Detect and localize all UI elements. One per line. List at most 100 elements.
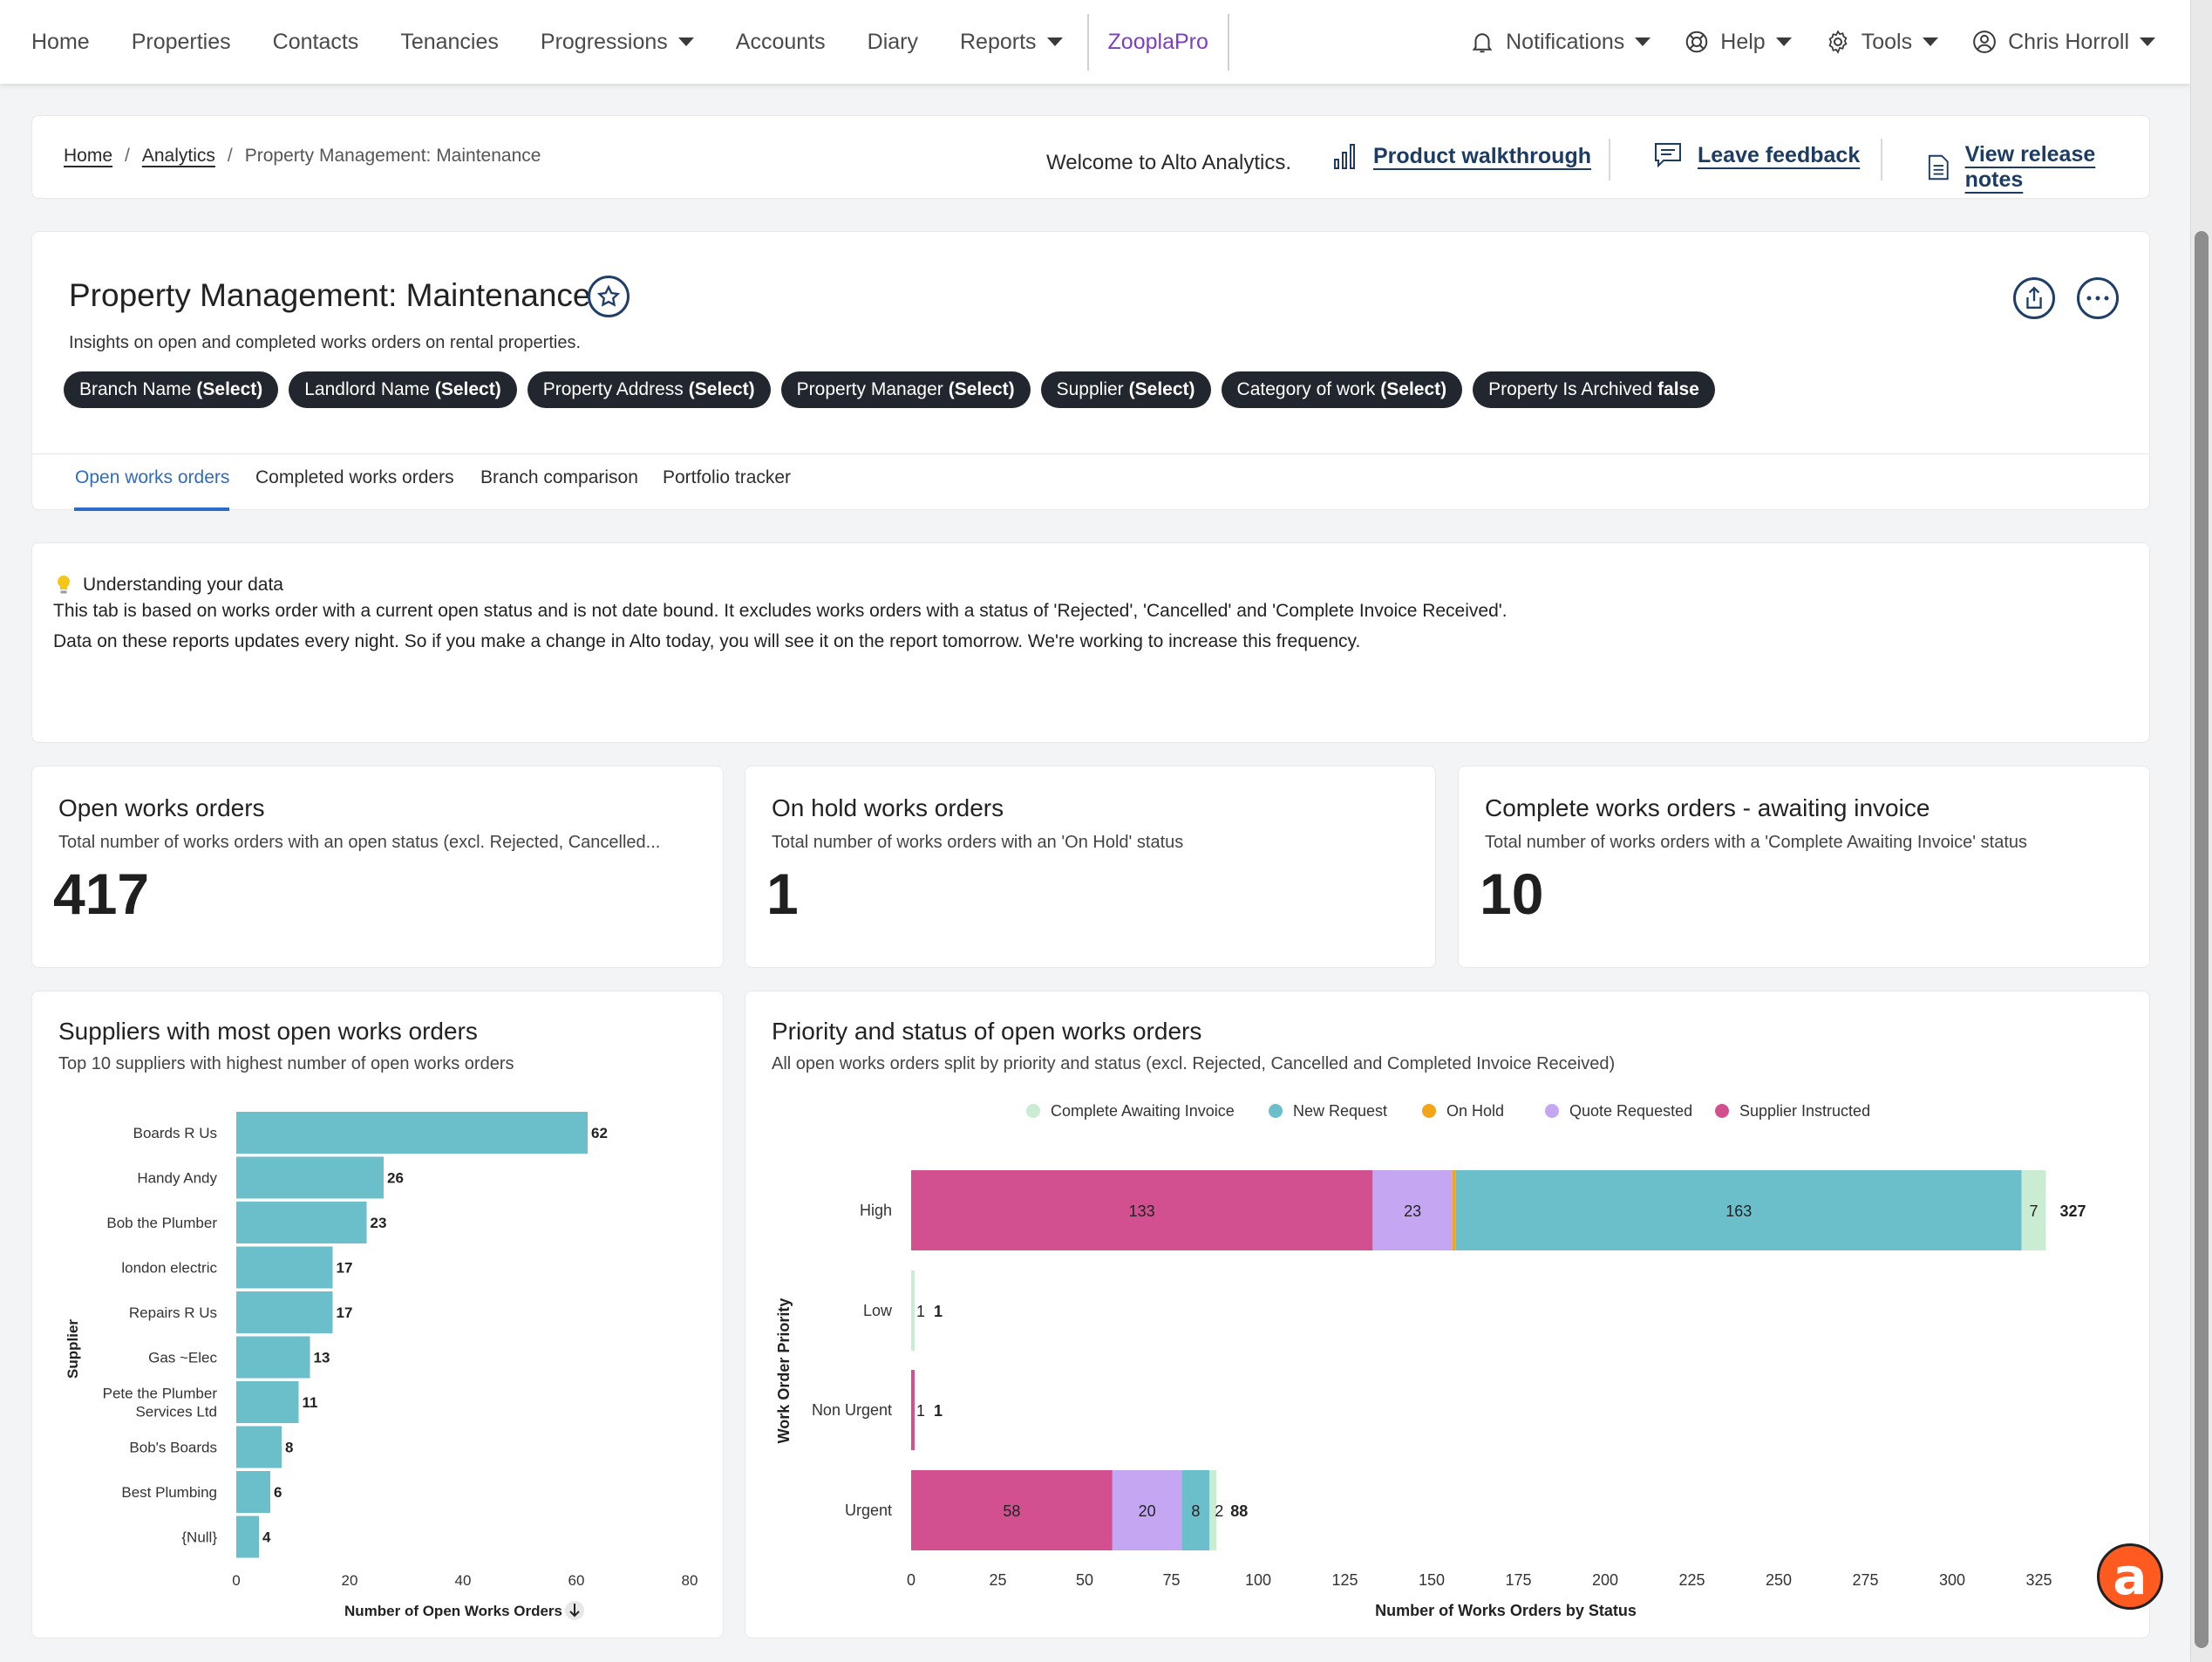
legend-swatch <box>1545 1104 1559 1118</box>
filter-chip[interactable]: Landlord Name (Select) <box>289 371 517 408</box>
filter-chip[interactable]: Property Is Archived false <box>1473 371 1715 408</box>
x-tick-label: 20 <box>342 1572 358 1589</box>
supplier-bar <box>236 1246 333 1289</box>
user-menu[interactable]: Chris Horroll <box>1971 29 2155 55</box>
view-release-notes-link[interactable]: View release notes <box>1928 142 2149 193</box>
leave-feedback-label: Leave feedback <box>1698 142 1861 167</box>
filter-chip[interactable]: Property Address (Select) <box>527 371 771 408</box>
filter-name: Supplier <box>1056 379 1124 399</box>
notifications-menu[interactable]: Notifications <box>1469 29 1651 55</box>
filter-chip[interactable]: Supplier (Select) <box>1040 371 1211 408</box>
category-label: Boards R Us <box>133 1125 217 1141</box>
nav-tenancies[interactable]: Tenancies <box>400 30 499 55</box>
total-data-label: 88 <box>1230 1502 1248 1520</box>
filter-value: (Select) <box>688 379 755 399</box>
more-options-button[interactable] <box>2077 277 2119 319</box>
help-label: Help <box>1720 29 1766 54</box>
x-axis-label: Number of Open Works Orders <box>344 1603 562 1619</box>
x-tick-label: 200 <box>1592 1571 1618 1589</box>
y-axis-label: Supplier <box>65 1319 81 1379</box>
breadcrumb-separator: / <box>125 146 130 166</box>
nav-progressions[interactable]: Progressions <box>541 30 694 55</box>
tab-branch-comparison[interactable]: Branch comparison <box>480 467 638 487</box>
page-title: Property Management: Maintenance <box>69 277 591 313</box>
filter-chip[interactable]: Property Manager (Select) <box>780 371 1031 408</box>
filter-value: (Select) <box>1380 379 1447 399</box>
scrollbar[interactable] <box>2190 0 2212 1662</box>
tab-portfolio-tracker[interactable]: Portfolio tracker <box>663 467 792 487</box>
nav-reports[interactable]: Reports <box>960 30 1063 55</box>
filter-chip[interactable]: Branch Name (Select) <box>64 371 279 408</box>
scrollbar-thumb[interactable] <box>2195 231 2209 1648</box>
help-menu[interactable]: Help <box>1684 29 1792 55</box>
chevron-down-icon <box>1635 37 1651 46</box>
tab-open-works-orders[interactable]: Open works orders <box>75 467 230 487</box>
nav-properties[interactable]: Properties <box>132 30 231 55</box>
category-label: Pete the Plumber <box>103 1386 218 1402</box>
x-tick-label: 275 <box>1852 1571 1878 1589</box>
breadcrumb-home-link[interactable]: Home <box>64 146 113 166</box>
nav-contacts[interactable]: Contacts <box>273 30 359 55</box>
tools-label: Tools <box>1861 29 1913 54</box>
user-name: Chris Horroll <box>2008 29 2129 54</box>
x-tick-label: 25 <box>989 1571 1006 1589</box>
notifications-label: Notifications <box>1506 29 1625 54</box>
segment-data-label: 7 <box>2030 1202 2038 1220</box>
tab-completed-works-orders[interactable]: Completed works orders <box>255 467 454 487</box>
sort-descending-icon[interactable] <box>565 1601 584 1620</box>
x-tick-label: 225 <box>1678 1571 1705 1589</box>
kpi-title: Open works orders <box>58 794 265 821</box>
stacked-bar-segment <box>1372 1170 1453 1250</box>
legend-label: New Request <box>1293 1102 1387 1120</box>
breadcrumb: Home / Analytics / Property Management: … <box>64 146 541 167</box>
comment-icon <box>1655 143 1681 168</box>
filter-chips: Branch Name (Select) Landlord Name (Select)… <box>64 371 1725 408</box>
kpi-value: 1 <box>766 862 799 926</box>
breadcrumb-analytics-link[interactable]: Analytics <box>141 146 215 166</box>
x-tick-label: 0 <box>232 1572 240 1589</box>
category-label: Bob's Boards <box>129 1440 217 1456</box>
breadcrumb-bar: Home / Analytics / Property Management: … <box>31 115 2150 199</box>
category-label: Non Urgent <box>812 1401 892 1419</box>
nav-zooplapro[interactable]: ZooplaPro <box>1086 13 1229 71</box>
segment-data-label: 23 <box>1404 1202 1421 1220</box>
kpi-title: On hold works orders <box>772 794 1004 821</box>
divider <box>1881 139 1882 181</box>
x-tick-label: 150 <box>1419 1571 1445 1589</box>
segment-data-label: 133 <box>1129 1202 1155 1220</box>
tools-menu[interactable]: Tools <box>1825 29 1939 55</box>
nav-diary[interactable]: Diary <box>868 30 918 55</box>
stacked-bar-segment <box>911 1370 915 1450</box>
segment-data-label: 1 <box>916 1303 925 1320</box>
bar-data-label: 62 <box>591 1125 608 1141</box>
share-button[interactable] <box>2013 277 2055 319</box>
favourite-button[interactable] <box>588 276 630 317</box>
leave-feedback-link[interactable]: Leave feedback <box>1654 142 1860 168</box>
share-icon <box>2026 286 2042 309</box>
segment-data-label: 2 <box>1215 1502 1223 1520</box>
supplier-bar <box>236 1426 282 1468</box>
x-tick-label: 40 <box>455 1572 472 1589</box>
report-header: Property Management: Maintenance Insight… <box>31 231 2150 511</box>
supplier-bar <box>236 1156 384 1199</box>
bar-data-label: 11 <box>303 1394 318 1411</box>
nav-label: Properties <box>131 29 231 54</box>
product-walkthrough-link[interactable]: Product walkthrough <box>1333 142 1591 170</box>
lifebuoy-icon <box>1686 31 1708 53</box>
filter-chip[interactable]: Category of work (Select) <box>1221 371 1463 408</box>
chevron-down-icon <box>2140 37 2155 46</box>
supplier-bar <box>236 1381 299 1423</box>
nav-home[interactable]: Home <box>31 30 90 55</box>
segment-data-label: 1 <box>916 1402 925 1420</box>
nav-accounts[interactable]: Accounts <box>736 30 826 55</box>
more-horizontal-icon <box>2086 296 2109 301</box>
kpi-open-works-orders: Open works orders Total number of works … <box>31 766 724 968</box>
gear-icon <box>1828 30 1848 54</box>
x-axis-label: Number of Works Orders by Status <box>1375 1602 1637 1619</box>
legend-label: Quote Requested <box>1569 1102 1692 1120</box>
suppliers-chart-card: Suppliers with most open works orders To… <box>31 991 724 1638</box>
filter-value: (Select) <box>1128 379 1195 399</box>
nav-label: Accounts <box>735 29 826 54</box>
alto-assistant-button[interactable]: a <box>2097 1543 2163 1610</box>
bar-data-label: 17 <box>337 1260 353 1277</box>
